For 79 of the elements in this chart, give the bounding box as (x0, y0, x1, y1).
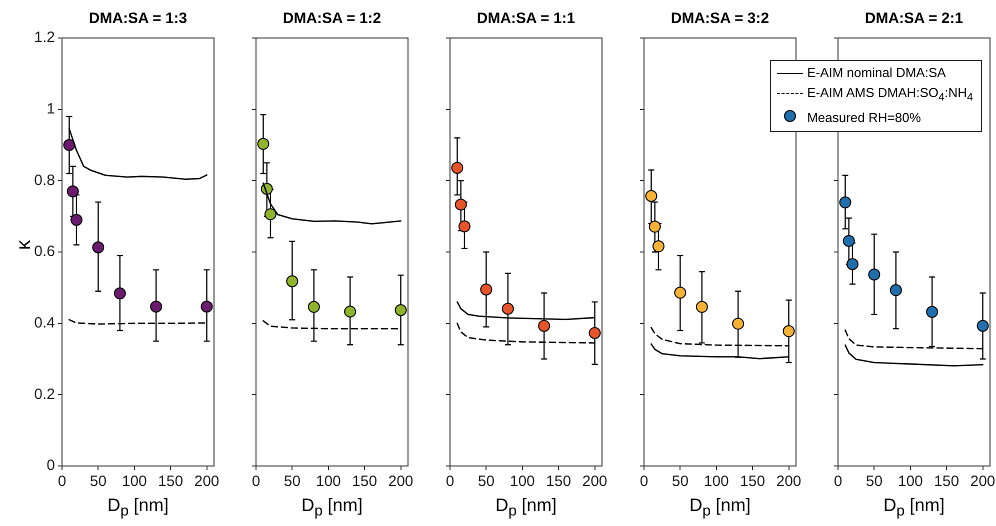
y-tick-label: 0.8 (34, 172, 55, 189)
point (200, 300, 213, 313)
point (538, 320, 550, 332)
x-tick-label: 200 (582, 473, 608, 490)
point (66, 185, 79, 198)
chart-title: DMA:SA = 1:1 (476, 9, 576, 29)
chart-title: DMA:SA = 3:2 (670, 9, 770, 29)
x-tick-label: 200 (388, 473, 414, 490)
point (394, 304, 407, 316)
legend-label: E-AIM nominal DMA:SA (807, 65, 946, 80)
x-axis-title: D$_{p}$ [nm] (106, 494, 170, 522)
x-tick-label: 50 (90, 473, 107, 490)
point (92, 241, 104, 254)
x-tick-label: 150 (934, 473, 960, 490)
point (846, 258, 858, 270)
point (588, 326, 601, 339)
x-tick-label: 0 (446, 473, 454, 490)
x-tick-label: 100 (122, 473, 147, 490)
x-tick-label: 0 (252, 473, 260, 490)
point (696, 300, 708, 313)
x-tick-label: 0 (58, 473, 66, 490)
x-axis-title: D$_{p}$ [nm] (494, 494, 558, 522)
point (454, 198, 467, 211)
x-axis-title: D$_{p}$ [nm] (300, 494, 364, 522)
x-tick-label: 150 (546, 473, 572, 490)
point (732, 318, 744, 330)
x-tick-label: 200 (970, 473, 996, 490)
x-tick-label: 100 (898, 473, 923, 490)
point (257, 138, 270, 150)
x-tick-label: 150 (740, 473, 766, 490)
point (976, 320, 989, 332)
point (480, 283, 492, 296)
x-tick-label: 150 (352, 473, 378, 490)
legend-label: Measured RH=80% (807, 110, 921, 125)
chart-title: DMA:SA = 2:1 (864, 9, 964, 29)
point (782, 325, 795, 338)
point (150, 300, 162, 313)
point (264, 208, 276, 220)
chart-title: DMA:SA = 1:2 (282, 9, 382, 29)
y-tick-label: 1.2 (34, 29, 55, 46)
x-tick-label: 50 (866, 473, 883, 490)
chart-title: DMA:SA = 1:3 (88, 9, 188, 29)
y-tick-label: 0.2 (34, 386, 55, 403)
point (868, 268, 880, 280)
point (648, 220, 661, 233)
x-axis-title: D$_{p}$ [nm] (688, 494, 752, 522)
point (890, 284, 902, 296)
point (63, 139, 76, 151)
x-tick-label: 200 (776, 473, 802, 490)
point (70, 214, 82, 226)
point (926, 306, 938, 318)
point (308, 300, 320, 313)
point (286, 275, 298, 288)
y-tick-label: 0 (46, 457, 55, 474)
point (502, 302, 514, 315)
point (645, 190, 658, 202)
x-tick-label: 50 (284, 473, 301, 490)
point (114, 287, 126, 300)
x-tick-label: 100 (316, 473, 341, 490)
point (451, 162, 464, 174)
x-tick-label: 100 (704, 473, 729, 490)
x-tick-label: 100 (510, 473, 535, 490)
y-tick-label: 1 (46, 100, 55, 118)
x-tick-label: 150 (158, 473, 184, 490)
legend-label: E-AIM AMS DMAH:SO$_{4}$:NH$_{4}$ (807, 85, 973, 104)
point (344, 306, 356, 318)
y-tick-label: 0.6 (34, 243, 55, 260)
x-tick-label: 200 (194, 473, 220, 490)
point (458, 220, 470, 232)
point (674, 286, 686, 299)
y-tick-label: 0.4 (34, 314, 55, 332)
point (842, 234, 855, 247)
x-tick-label: 50 (478, 473, 495, 490)
point (839, 196, 852, 208)
x-tick-label: 0 (834, 473, 842, 490)
point (652, 240, 664, 252)
x-tick-label: 0 (640, 473, 648, 490)
x-tick-label: 50 (672, 473, 689, 490)
x-axis-title: D$_{p}$ [nm] (882, 494, 946, 522)
